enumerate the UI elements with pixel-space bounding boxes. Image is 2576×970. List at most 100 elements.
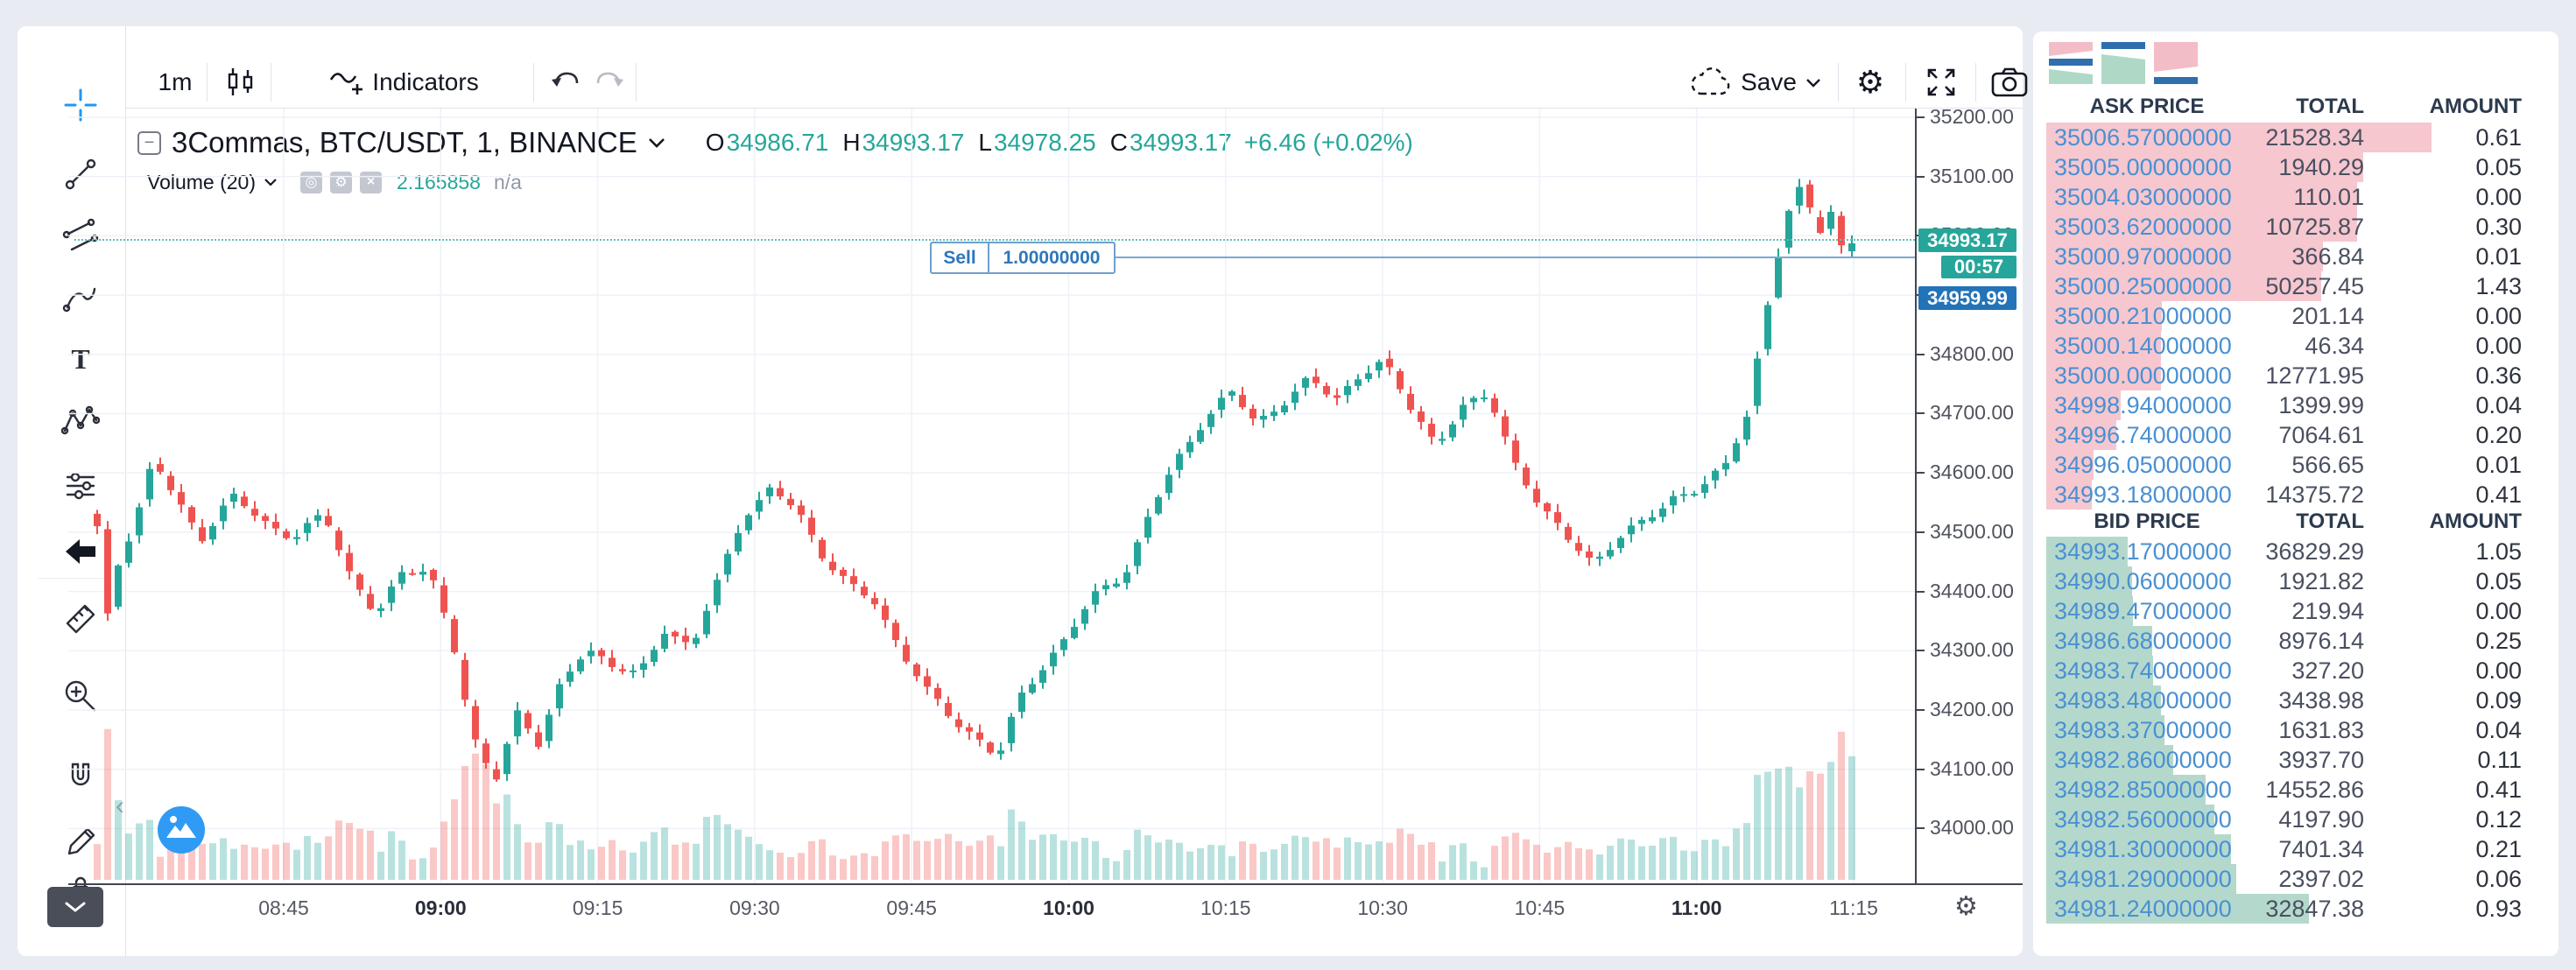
bid-row[interactable]: 34993.17000000 36829.29 1.05 <box>2033 537 2558 566</box>
ohlc-item: H34993.17 <box>842 129 965 156</box>
order-price: 34996.05000000 <box>2054 452 2232 478</box>
depth-bar <box>2046 685 2161 715</box>
order-total: 7401.34 <box>2278 836 2364 862</box>
chart-canvas[interactable] <box>68 109 1916 884</box>
ask-row[interactable]: 34996.05000000 566.65 0.01 <box>2033 450 2558 480</box>
ask-row[interactable]: 35004.03000000 110.01 0.00 <box>2033 182 2558 212</box>
order-total: 46.34 <box>2305 333 2364 359</box>
depth-bar <box>2046 566 2132 596</box>
ask-row[interactable]: 34996.74000000 7064.61 0.20 <box>2033 420 2558 450</box>
tool-text-icon[interactable]: T <box>61 341 100 379</box>
order-total: 14375.72 <box>2265 481 2364 508</box>
ask-row[interactable]: 35003.62000000 10725.87 0.30 <box>2033 212 2558 242</box>
ask-row[interactable]: 35005.00000000 1940.29 0.05 <box>2033 152 2558 182</box>
ask-row[interactable]: 35000.21000000 201.14 0.00 <box>2033 301 2558 331</box>
gear-icon[interactable]: ⚙ <box>330 171 353 193</box>
bid-row[interactable]: 34986.68000000 8976.14 0.25 <box>2033 626 2558 656</box>
ask-row[interactable]: 34993.18000000 14375.72 0.41 <box>2033 480 2558 510</box>
order-price: 34982.85000000 <box>2054 777 2232 803</box>
order-amount: 0.36 <box>2475 362 2522 389</box>
order-total: 14552.86 <box>2265 777 2364 803</box>
last-price-badge: 34993.17 <box>1918 228 2016 252</box>
bid-row[interactable]: 34981.30000000 7401.34 0.21 <box>2033 834 2558 864</box>
save-label: Save <box>1741 68 1797 95</box>
ask-row[interactable]: 35000.25000000 50257.45 1.43 <box>2033 271 2558 301</box>
bid-row[interactable]: 34982.85000000 14552.86 0.41 <box>2033 775 2558 805</box>
ask-row[interactable]: 35000.97000000 366.84 0.01 <box>2033 242 2558 271</box>
separator <box>533 63 534 102</box>
indicators-button[interactable]: Indicators <box>280 58 527 107</box>
depth-bar <box>2046 123 2432 152</box>
depth-bar <box>2046 894 2309 924</box>
order-total: 327.20 <box>2291 657 2364 684</box>
order-amount: 0.41 <box>2475 777 2522 803</box>
time-axis-label: 11:00 <box>1671 896 1722 919</box>
symbol-legend[interactable]: − 3Commas, BTC/USDT, 1, BINANCE O34986.7… <box>137 125 1413 160</box>
undo-button[interactable] <box>545 58 587 107</box>
interval-button[interactable]: 1m <box>140 58 210 107</box>
fullscreen-icon <box>1927 68 1955 96</box>
order-book-mode-bids[interactable] <box>2101 42 2145 84</box>
price-axis[interactable] <box>1915 109 1917 883</box>
bid-row[interactable]: 34982.86000000 3937.70 0.11 <box>2033 745 2558 775</box>
sell-order-side[interactable]: Sell <box>932 243 989 272</box>
redo-button[interactable] <box>588 58 630 107</box>
bid-row[interactable]: 34981.29000000 2397.02 0.06 <box>2033 864 2558 894</box>
order-book-mode-asks[interactable] <box>2154 42 2198 84</box>
volume-label[interactable]: Volume (20) <box>147 170 257 193</box>
order-total: 4197.90 <box>2278 806 2364 833</box>
tool-drawing-lock-icon[interactable] <box>61 823 100 861</box>
sell-order-widget[interactable]: Sell 1.00000000 <box>930 242 1116 274</box>
ask-row[interactable]: 34998.94000000 1399.99 0.04 <box>2033 390 2558 420</box>
tool-arrow-icon[interactable] <box>61 532 100 571</box>
screenshot-button[interactable] <box>1982 58 2037 107</box>
depth-bar <box>2046 596 2133 626</box>
depth-bar <box>2046 715 2164 745</box>
price-axis-label: 34500.00 <box>1930 519 2014 543</box>
axis-settings-gear-icon[interactable]: ⚙ <box>1954 892 1978 921</box>
order-price: 35000.25000000 <box>2054 273 2232 299</box>
depth-bar <box>2046 864 2236 894</box>
depth-bar <box>2046 537 2128 566</box>
time-axis[interactable] <box>68 883 2023 885</box>
sell-order-line <box>1115 257 1915 258</box>
close-icon[interactable]: × <box>360 171 383 193</box>
ask-row[interactable]: 35000.14000000 46.34 0.00 <box>2033 331 2558 361</box>
depth-bar <box>2046 331 2161 361</box>
tool-zoom-in-icon[interactable] <box>61 677 100 715</box>
price-tick <box>1917 353 1925 355</box>
symbol-title[interactable]: 3Commas, BTC/USDT, 1, BINANCE <box>172 126 637 158</box>
bid-row[interactable]: 34989.47000000 219.94 0.00 <box>2033 596 2558 626</box>
hide-drawings-button[interactable] <box>47 887 103 927</box>
watermark-logo[interactable] <box>156 805 207 855</box>
order-book-mode-combined[interactable] <box>2049 42 2093 84</box>
bid-row[interactable]: 34990.06000000 1921.82 0.05 <box>2033 566 2558 596</box>
ohlc-item: C34993.17 <box>1109 129 1232 156</box>
save-button[interactable]: Save <box>1678 58 1835 107</box>
collapse-legend-icon[interactable]: − <box>137 130 161 155</box>
settings-button[interactable]: ⚙ <box>1844 58 1897 107</box>
chevron-down-icon[interactable] <box>648 137 665 148</box>
ask-row[interactable]: 35000.00000000 12771.95 0.36 <box>2033 361 2558 390</box>
order-total: 36829.29 <box>2265 538 2364 565</box>
bid-row[interactable]: 34981.24000000 32847.38 0.93 <box>2033 894 2558 924</box>
order-amount: 0.05 <box>2475 154 2522 180</box>
chart-style-button[interactable] <box>214 58 268 107</box>
bid-row[interactable]: 34983.74000000 327.20 0.00 <box>2033 656 2558 685</box>
eye-icon[interactable]: ◎ <box>300 171 323 193</box>
bid-row[interactable]: 34982.56000000 4197.90 0.12 <box>2033 805 2558 834</box>
sell-order-quantity[interactable]: 1.00000000 <box>1003 247 1101 268</box>
chevron-down-icon[interactable] <box>264 178 278 186</box>
tool-crosshair-icon[interactable] <box>61 86 100 124</box>
tool-trendline-icon[interactable] <box>61 155 100 193</box>
toolbar-collapse-chevron[interactable]: ‹ <box>116 793 124 819</box>
depth-bar <box>2046 361 2161 390</box>
bid-row[interactable]: 34983.48000000 3438.98 0.09 <box>2033 685 2558 715</box>
tool-magnet-icon[interactable] <box>61 759 100 798</box>
price-tick <box>1917 827 1925 830</box>
tool-ruler-icon[interactable] <box>61 598 100 636</box>
tool-long-position-icon[interactable] <box>61 467 100 505</box>
bid-row[interactable]: 34983.37000000 1631.83 0.04 <box>2033 715 2558 745</box>
fullscreen-button[interactable] <box>1914 58 1968 107</box>
ask-row[interactable]: 35006.57000000 21528.34 0.61 <box>2033 123 2558 152</box>
